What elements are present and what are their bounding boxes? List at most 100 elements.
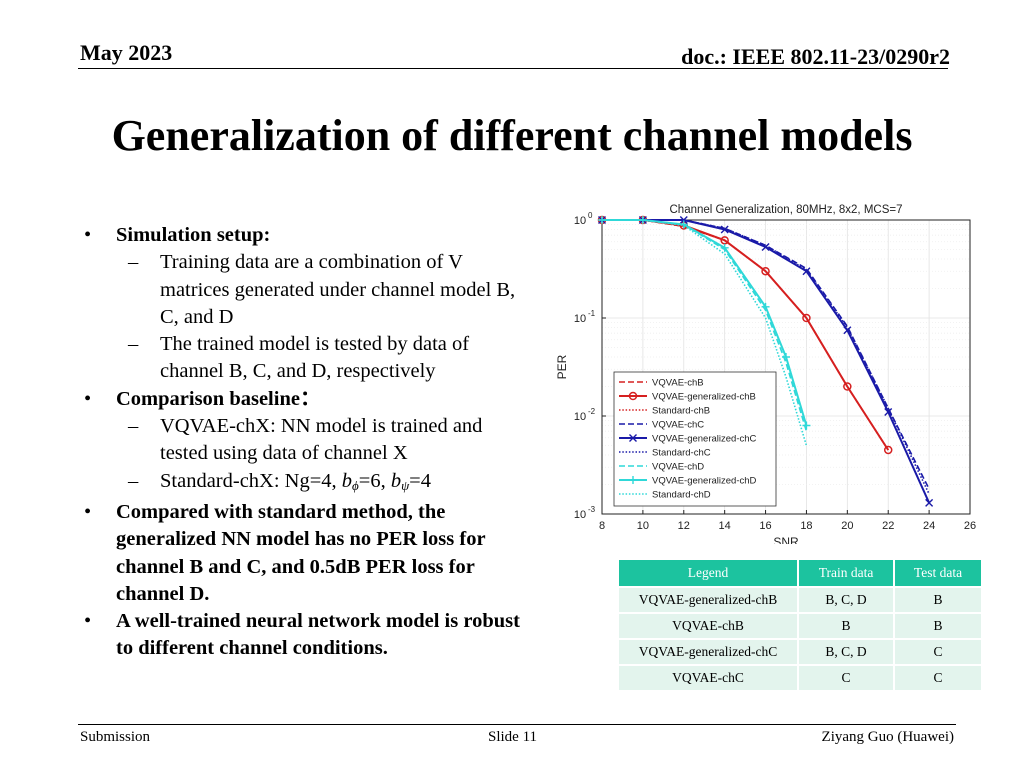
- sub-bullet-text: The trained model is tested by data of c…: [160, 333, 470, 383]
- table-row: VQVAE-generalized-chB B, C, D B: [619, 588, 981, 612]
- column-header-test-data: Test data: [895, 560, 981, 586]
- bullet-marker: •: [84, 610, 92, 633]
- y-tick-exponent: -1: [588, 309, 596, 318]
- bullet-text-comparison-result: Compared with standard method, the gener…: [116, 500, 486, 605]
- legend-marker: [629, 434, 637, 442]
- legend-label: Standard-chD: [652, 490, 711, 501]
- series-line: [602, 219, 808, 446]
- x-tick-label: 18: [800, 520, 812, 532]
- y-tick-exponent: -2: [588, 407, 596, 416]
- axes-frame: [601, 219, 971, 515]
- table-cell-train: B, C, D: [799, 588, 893, 612]
- sub-bullet-text: VQVAE-chX: NN model is trained and teste…: [160, 415, 483, 465]
- x-tick-label: 24: [923, 520, 935, 532]
- legend-label: VQVAE-generalized-chC: [652, 434, 757, 445]
- table-row: VQVAE-chB B B: [619, 614, 981, 638]
- data-point: [843, 382, 852, 391]
- footer-submission: Submission: [80, 729, 151, 745]
- standard-params-text: =6,: [358, 469, 391, 492]
- y-tick-label: 10: [574, 509, 586, 521]
- chart-legend: VQVAE-chB VQVAE-generalized-chB Standard-c…: [613, 371, 777, 507]
- y-tick-exponent: -3: [588, 505, 596, 514]
- bullet-marker: •: [84, 500, 92, 523]
- data-point: [761, 266, 770, 276]
- sub-bullet-marker: –: [128, 333, 139, 356]
- data-point: [802, 267, 811, 276]
- bullet-text-conclusion: A well-trained neural network model is r…: [116, 610, 520, 660]
- phi-subscript: ϕ: [352, 477, 359, 493]
- table-cell-test: C: [895, 640, 981, 664]
- series-standard-chd: [602, 219, 808, 446]
- table-cell-test: C: [895, 666, 981, 690]
- header-doc-id: doc.: IEEE 802.11-23/0290r2: [681, 44, 950, 69]
- x-tick-label: 14: [719, 520, 731, 532]
- table-cell-train: B, C, D: [799, 640, 893, 664]
- x-axis-label: SNR: [773, 535, 799, 544]
- bullet-marker: •: [84, 224, 92, 246]
- data-point: [802, 421, 811, 430]
- bullet-item: • Simulation setup:: [84, 222, 534, 249]
- x-tick-label: 22: [882, 520, 894, 532]
- standard-params-text: Standard-chX: Ng=4,: [160, 469, 342, 492]
- legend-label: VQVAE-chD: [652, 462, 704, 473]
- legend-marker: [628, 391, 638, 401]
- bullet-item: • A well-trained neural network model is…: [84, 608, 534, 663]
- table-cell-legend: VQVAE-chB: [619, 614, 797, 638]
- legend-label: VQVAE-chC: [652, 420, 704, 431]
- b-symbol: b: [390, 469, 402, 492]
- legend-label: Standard-chC: [652, 448, 711, 459]
- data-point: [761, 302, 770, 311]
- sub-bullet-marker: –: [128, 251, 139, 274]
- bullet-item: • Compared with standard method, the gen…: [84, 499, 534, 608]
- x-tick-label: 12: [678, 520, 690, 532]
- column-header-legend: Legend: [619, 560, 797, 586]
- y-axis-label: PER: [555, 354, 569, 379]
- footer-author: Ziyang Guo (Huawei): [821, 729, 954, 745]
- legend-label: VQVAE-generalized-chD: [652, 476, 757, 487]
- data-point: [883, 445, 893, 455]
- sub-bullet-item: – The trained model is tested by data of…: [84, 331, 534, 386]
- sub-bullet-text: Standard-chX: Ng=4, bϕ=6, bψ=4: [160, 469, 431, 493]
- footer-slide-number: Slide 11: [488, 729, 538, 745]
- bullet-list: • Simulation setup: – Training data are …: [84, 222, 534, 663]
- legend-label: VQVAE-chB: [652, 378, 704, 389]
- bullet-item: • Comparison baseline：: [84, 386, 534, 413]
- x-tick-label: 26: [964, 520, 976, 532]
- legend-table: Legend Train data Test data VQVAE-genera…: [617, 558, 983, 692]
- y-tick-label: 10: [574, 215, 586, 227]
- data-point: [679, 216, 688, 224]
- x-tick-label: 8: [599, 520, 605, 532]
- legend-label: VQVAE-generalized-chB: [652, 392, 756, 403]
- data-point: [802, 313, 811, 323]
- x-tick-label: 20: [841, 520, 853, 532]
- y-tick-label: 10: [574, 313, 586, 325]
- footer-divider: [78, 724, 956, 725]
- sub-bullet-text: Training data are a combination of V mat…: [160, 251, 516, 328]
- standard-params-text: =4: [409, 469, 431, 492]
- data-point: [720, 243, 729, 252]
- sub-bullet-item: – Standard-chX: Ng=4, bϕ=6, bψ=4: [84, 468, 534, 499]
- sub-bullet-marker: –: [128, 415, 139, 438]
- table-row: VQVAE-chC C C: [619, 666, 981, 690]
- b-symbol: b: [341, 469, 353, 492]
- header-divider: [78, 68, 948, 69]
- table-cell-test: B: [895, 588, 981, 612]
- table-cell-legend: VQVAE-chC: [619, 666, 797, 690]
- bullet-marker: •: [84, 387, 92, 410]
- table-cell-legend: VQVAE-generalized-chC: [619, 640, 797, 664]
- bullet-text-simulation-setup: Simulation setup:: [116, 224, 271, 246]
- sub-bullet-marker: –: [128, 469, 139, 492]
- y-tick-exponent: 0: [588, 211, 593, 220]
- table-cell-test: B: [895, 614, 981, 638]
- legend-marker: [629, 476, 637, 484]
- series-vqvae-generalized-chc: [598, 216, 934, 507]
- legend-label: Standard-chB: [652, 406, 710, 417]
- data-point: [720, 225, 729, 234]
- table-header-row: Legend Train data Test data: [619, 560, 981, 586]
- data-point: [925, 498, 934, 507]
- bullet-text-comparison-baseline: Comparison baseline：: [116, 387, 321, 410]
- table-cell-legend: VQVAE-generalized-chB: [619, 588, 797, 612]
- table-cell-train: C: [799, 666, 893, 690]
- x-tick-label: 10: [637, 520, 649, 532]
